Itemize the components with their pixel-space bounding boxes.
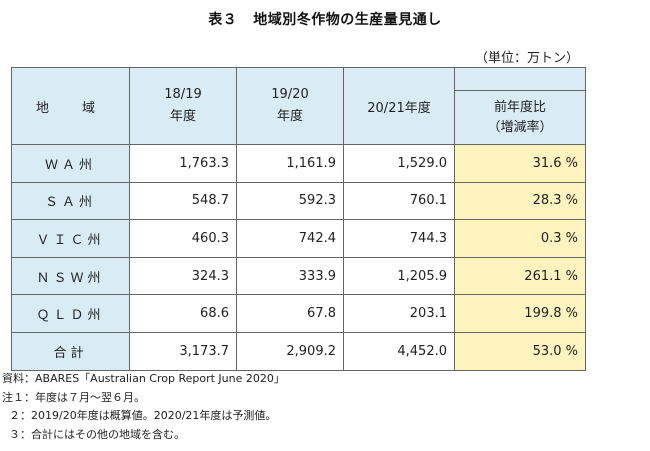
value-1819: 1,763.3 <box>129 144 237 183</box>
value-1819: 324.3 <box>129 256 237 296</box>
value-2021: 4,452.0 <box>343 331 455 371</box>
value-2021: 744.3 <box>343 219 455 258</box>
table-row-vic: ＶＩＣ州 460.3 742.4 744.3 0.3 % <box>11 219 586 258</box>
note-2: ２：2019/20年度は概算値。2020/21年度は予測値。 <box>9 409 277 422</box>
header-1819-line1: 18/19 <box>164 87 202 102</box>
value-ratio: 28.3 % <box>454 181 586 221</box>
value-ratio: 261.1 % <box>454 256 586 296</box>
note-1: 注１：年度は７月～翌６月。 <box>2 390 145 404</box>
header-ratio: 前年度比 （増減率） <box>454 67 586 145</box>
table-title: 表３ 地域別冬作物の生産量見通し <box>0 9 650 29</box>
header-1920: 19/20 年度 <box>236 67 344 145</box>
header-1819-line2: 年度 <box>169 109 196 124</box>
value-1920: 742.4 <box>236 219 344 258</box>
header-region: 地 域 <box>11 67 130 145</box>
value-1920: 2,909.2 <box>236 331 344 371</box>
table-row-nsw: ＮＳＷ州 324.3 333.9 1,205.9 261.1 % <box>11 256 586 296</box>
value-1920: 67.8 <box>236 294 344 333</box>
value-2021: 203.1 <box>343 294 455 333</box>
value-1920: 333.9 <box>236 256 344 296</box>
header-row: 地 域 18/19 年度 19/20 年度 20/21年度 前年度比 （増減率） <box>11 67 586 145</box>
header-ratio-spacer <box>455 68 585 91</box>
header-2021: 20/21年度 <box>343 67 455 145</box>
value-2021: 760.1 <box>343 181 455 221</box>
header-ratio-line2: （増減率） <box>487 119 553 135</box>
region-cell: ＱＬＤ州 <box>11 294 130 333</box>
table-number: 表３ <box>208 12 238 28</box>
table-row-qld: ＱＬＤ州 68.6 67.8 203.1 199.8 % <box>11 294 586 333</box>
header-1920-line2: 年度 <box>276 109 303 124</box>
header-ratio-line1: 前年度比 <box>493 99 546 115</box>
header-1920-line1: 19/20 <box>271 87 309 102</box>
value-ratio: 53.0 % <box>454 331 586 371</box>
notes: 資料：ABARES「Australian Crop Report June 20… <box>2 370 285 444</box>
region-cell: ＶＩＣ州 <box>11 219 130 258</box>
region-cell: ＷＡ州 <box>11 144 130 183</box>
unit-label: （単位：万トン） <box>474 51 579 66</box>
value-ratio: 0.3 % <box>454 219 586 258</box>
source-note: 資料：ABARES「Australian Crop Report June 20… <box>2 372 285 385</box>
note-3: ３：合計にはその他の地域を含む。 <box>9 427 185 441</box>
table-row-wa: ＷＡ州 1,763.3 1,161.9 1,529.0 31.6 % <box>11 144 586 183</box>
value-1920: 1,161.9 <box>236 144 344 183</box>
value-2021: 1,205.9 <box>343 256 455 296</box>
production-table: 地 域 18/19 年度 19/20 年度 20/21年度 前年度比 （増減率）… <box>11 67 586 371</box>
value-1819: 68.6 <box>129 294 237 333</box>
header-ratio-text: 前年度比 （増減率） <box>455 91 585 144</box>
region-cell: ＮＳＷ州 <box>11 256 130 296</box>
value-1819: 460.3 <box>129 219 237 258</box>
value-1819: 548.7 <box>129 181 237 221</box>
value-2021: 1,529.0 <box>343 144 455 183</box>
value-1920: 592.3 <box>236 181 344 221</box>
value-1819: 3,173.7 <box>129 331 237 371</box>
table-row-sa: ＳＡ州 548.7 592.3 760.1 28.3 % <box>11 181 586 221</box>
value-ratio: 199.8 % <box>454 294 586 333</box>
table-row-total: 合計 3,173.7 2,909.2 4,452.0 53.0 % <box>11 331 586 371</box>
region-cell: 合計 <box>11 331 130 371</box>
region-cell: ＳＡ州 <box>11 181 130 221</box>
header-1819: 18/19 年度 <box>129 67 237 145</box>
value-ratio: 31.6 % <box>454 144 586 183</box>
table-title-text: 地域別冬作物の生産量見通し <box>253 12 442 28</box>
